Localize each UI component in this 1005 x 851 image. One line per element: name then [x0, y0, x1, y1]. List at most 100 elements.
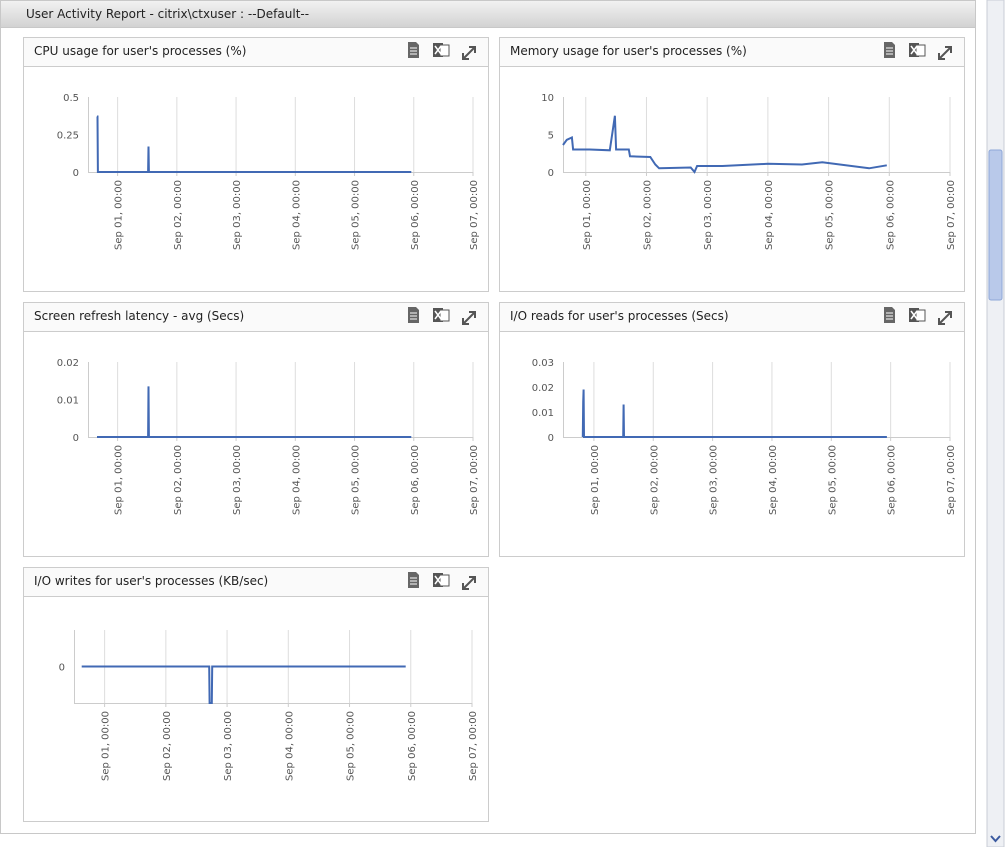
- chart-title: I/O reads for user's processes (Secs): [510, 309, 729, 323]
- icon-x: [434, 310, 442, 320]
- x-tick-label: Sep 04, 00:00: [768, 445, 779, 515]
- y-tick-label: 0.25: [57, 131, 79, 142]
- expand-icon[interactable]: [462, 311, 476, 325]
- chart-title: Screen refresh latency - avg (Secs): [34, 309, 244, 323]
- x-tick-label: Sep 07, 00:00: [469, 445, 480, 515]
- icon-lines: [410, 577, 417, 585]
- panel-frame: [23, 302, 489, 557]
- data-line: [81, 665, 406, 704]
- panel-frame: [23, 567, 489, 822]
- y-tick-label: 10: [541, 93, 554, 104]
- scroll-thumb[interactable]: [988, 149, 1003, 301]
- x-tick-label: Sep 03, 00:00: [232, 180, 243, 250]
- doc-icon[interactable]: [884, 307, 895, 323]
- x-tick-label: Sep 07, 00:00: [469, 180, 480, 250]
- x-tick-label: Sep 04, 00:00: [284, 711, 295, 781]
- x-tick-label: Sep 06, 00:00: [887, 445, 898, 515]
- excel-icon[interactable]: [433, 573, 450, 587]
- doc-icon[interactable]: [408, 42, 419, 58]
- x-tick-label: Sep 05, 00:00: [346, 711, 357, 781]
- icon-lines: [410, 47, 417, 55]
- x-tick-label: Sep 03, 00:00: [703, 180, 714, 250]
- icon-lines: [410, 312, 417, 320]
- icon-shape: [884, 42, 895, 58]
- x-tick-label: Sep 03, 00:00: [709, 445, 720, 515]
- icon-x: [910, 310, 918, 320]
- y-tick-label: 5: [548, 131, 554, 142]
- icon-shape: [439, 574, 450, 587]
- excel-icon[interactable]: [433, 308, 450, 322]
- title-bar: [0, 0, 976, 28]
- chart-panel: I/O reads for user's processes (Secs) Sep…: [499, 302, 965, 557]
- icon-shape: [915, 309, 926, 322]
- chart-panel: Screen refresh latency - avg (Secs) Sep 0…: [23, 302, 489, 557]
- chart-panel: I/O writes for user's processes (KB/sec)…: [23, 567, 489, 822]
- icon-shape: [408, 42, 419, 58]
- x-tick-label: Sep 06, 00:00: [410, 445, 421, 515]
- report-title: User Activity Report - citrix\ctxuser : …: [26, 7, 309, 21]
- icon-x: [434, 45, 442, 55]
- icon-shape: [408, 307, 419, 323]
- x-tick-label: Sep 07, 00:00: [946, 445, 957, 515]
- panel-frame: [499, 37, 965, 292]
- x-tick-label: Sep 02, 00:00: [642, 180, 653, 250]
- x-tick-label: Sep 01, 00:00: [114, 180, 125, 250]
- expand-icon[interactable]: [462, 46, 476, 60]
- x-tick-label: Sep 04, 00:00: [764, 180, 775, 250]
- expand-icon[interactable]: [938, 311, 952, 325]
- x-tick-label: Sep 06, 00:00: [407, 711, 418, 781]
- x-tick-label: Sep 01, 00:00: [582, 180, 593, 250]
- x-tick-label: Sep 05, 00:00: [825, 180, 836, 250]
- y-tick-label: 0: [73, 433, 79, 444]
- y-tick-label: 0.03: [532, 358, 554, 369]
- y-tick-label: 0.02: [532, 383, 554, 394]
- icon-shape: [915, 44, 926, 57]
- x-tick-label: Sep 01, 00:00: [101, 711, 112, 781]
- doc-icon[interactable]: [408, 572, 419, 588]
- data-line: [562, 115, 887, 174]
- x-tick-label: Sep 05, 00:00: [351, 445, 362, 515]
- x-tick-label: Sep 02, 00:00: [649, 445, 660, 515]
- doc-icon[interactable]: [884, 42, 895, 58]
- x-tick-label: Sep 07, 00:00: [468, 711, 479, 781]
- content-border: [0, 27, 976, 834]
- y-tick-label: 0.5: [63, 93, 79, 104]
- y-tick-label: 0: [59, 663, 65, 674]
- data-line: [97, 386, 412, 438]
- doc-icon[interactable]: [408, 307, 419, 323]
- icon-x: [434, 575, 442, 585]
- icon-shape: [439, 309, 450, 322]
- y-tick-label: 0.01: [532, 408, 554, 419]
- y-tick-label: 0: [548, 168, 554, 179]
- icon-shape: [439, 44, 450, 57]
- excel-icon[interactable]: [909, 308, 926, 322]
- x-tick-label: Sep 02, 00:00: [173, 445, 184, 515]
- scroll-down[interactable]: [990, 835, 1001, 843]
- icon-shape: [408, 572, 419, 588]
- x-tick-label: Sep 03, 00:00: [223, 711, 234, 781]
- data-line: [581, 389, 887, 438]
- x-tick-label: Sep 04, 00:00: [291, 180, 302, 250]
- excel-icon[interactable]: [909, 43, 926, 57]
- x-tick-label: Sep 07, 00:00: [946, 180, 957, 250]
- panel-frame: [499, 302, 965, 557]
- x-tick-label: Sep 01, 00:00: [590, 445, 601, 515]
- chart-panel: CPU usage for user's processes (%) Sep 01…: [23, 37, 489, 292]
- x-tick-label: Sep 04, 00:00: [291, 445, 302, 515]
- x-tick-label: Sep 02, 00:00: [162, 711, 173, 781]
- x-tick-label: Sep 05, 00:00: [827, 445, 838, 515]
- expand-icon[interactable]: [938, 46, 952, 60]
- x-tick-label: Sep 06, 00:00: [885, 180, 896, 250]
- x-tick-label: Sep 03, 00:00: [232, 445, 243, 515]
- icon-x: [910, 45, 918, 55]
- excel-icon[interactable]: [433, 43, 450, 57]
- expand-icon[interactable]: [462, 576, 476, 590]
- icon-shape: [884, 307, 895, 323]
- icon-lines: [886, 47, 893, 55]
- chart-title: I/O writes for user's processes (KB/sec): [34, 574, 268, 588]
- scrollbar[interactable]: [986, 0, 1005, 848]
- chart-title: CPU usage for user's processes (%): [34, 44, 246, 58]
- y-tick-label: 0: [548, 433, 554, 444]
- y-tick-label: 0: [73, 168, 79, 179]
